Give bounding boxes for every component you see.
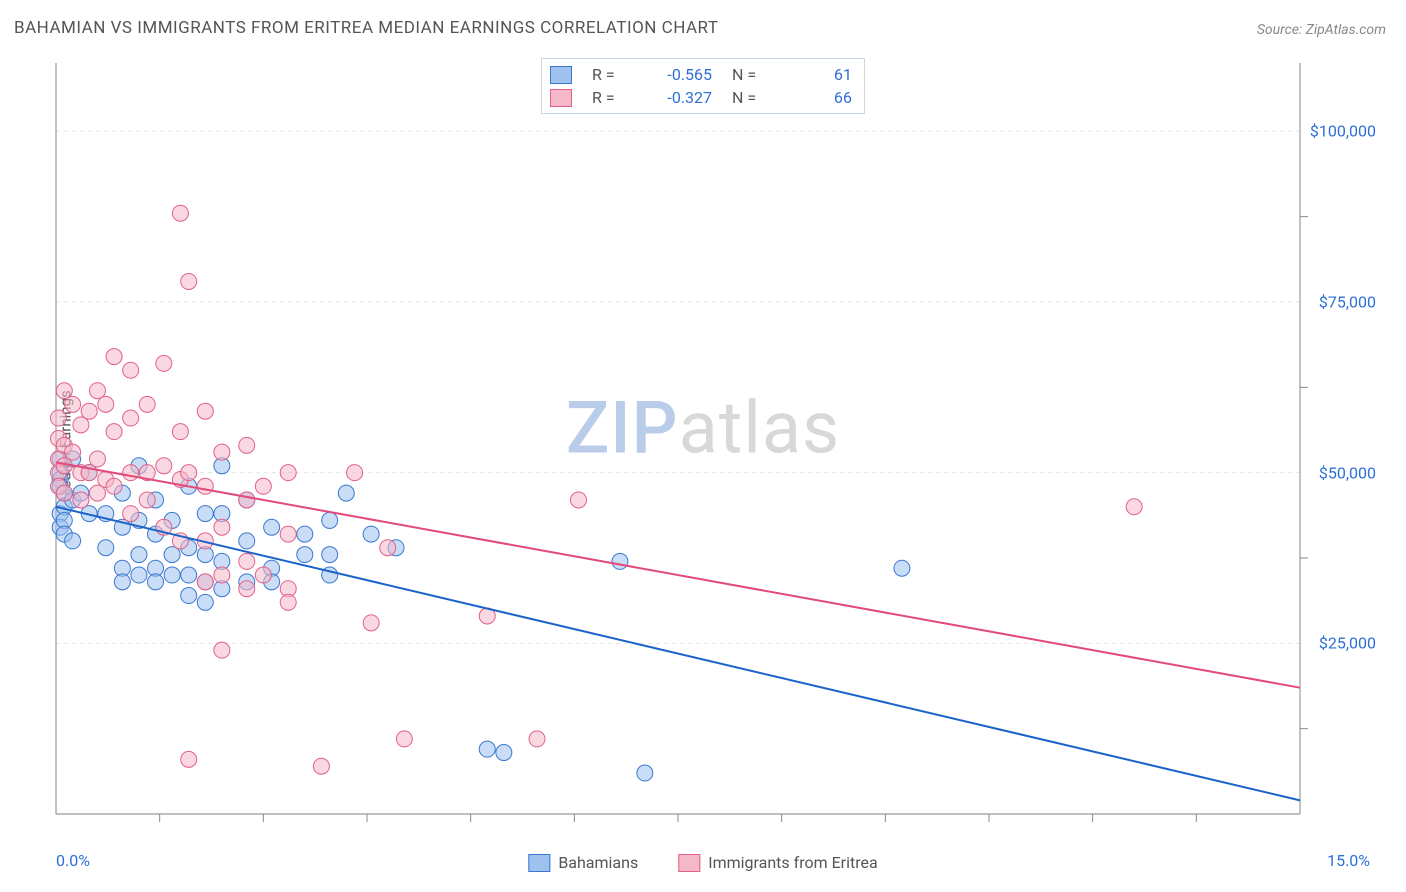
source-name: ZipAtlas.com (1306, 22, 1386, 38)
legend-stats-row-2: R = -0.327 N = 66 (550, 86, 852, 109)
legend-N-value-2: 66 (782, 88, 852, 107)
chart-svg (50, 55, 1340, 830)
legend-R-value-1: -0.565 (642, 65, 712, 84)
legend-R-label: R = (592, 65, 622, 84)
y-axis-tick-label: $50,000 (1319, 463, 1376, 482)
x-axis-label-min: 0.0% (56, 851, 90, 870)
legend-item-eritrea: Immigrants from Eritrea (678, 853, 877, 872)
source-attribution: Source: ZipAtlas.com (1257, 22, 1386, 38)
legend-N-label: N = (732, 88, 762, 107)
legend-series: Bahamians Immigrants from Eritrea (528, 853, 877, 872)
legend-label-eritrea: Immigrants from Eritrea (708, 853, 877, 872)
y-axis-tick-label: $25,000 (1319, 634, 1376, 653)
legend-label-bahamians: Bahamians (558, 853, 638, 872)
legend-swatch-eritrea (678, 854, 700, 872)
legend-item-bahamians: Bahamians (528, 853, 638, 872)
legend-R-label: R = (592, 88, 622, 107)
legend-stats: R = -0.565 N = 61 R = -0.327 N = 66 (541, 58, 865, 114)
legend-swatch-eritrea (550, 89, 572, 107)
source-label: Source: (1257, 22, 1306, 38)
legend-N-value-1: 61 (782, 65, 852, 84)
legend-swatch-bahamians (550, 66, 572, 84)
legend-stats-row-1: R = -0.565 N = 61 (550, 63, 852, 86)
legend-R-value-2: -0.327 (642, 88, 712, 107)
legend-swatch-bahamians (528, 854, 550, 872)
y-axis-tick-label: $100,000 (1310, 122, 1376, 141)
chart-title: BAHAMIAN VS IMMIGRANTS FROM ERITREA MEDI… (14, 18, 719, 38)
chart-plot-area (50, 55, 1340, 830)
x-axis-label-max: 15.0% (1327, 851, 1370, 870)
legend-N-label: N = (732, 65, 762, 84)
y-axis-tick-label: $75,000 (1319, 292, 1376, 311)
